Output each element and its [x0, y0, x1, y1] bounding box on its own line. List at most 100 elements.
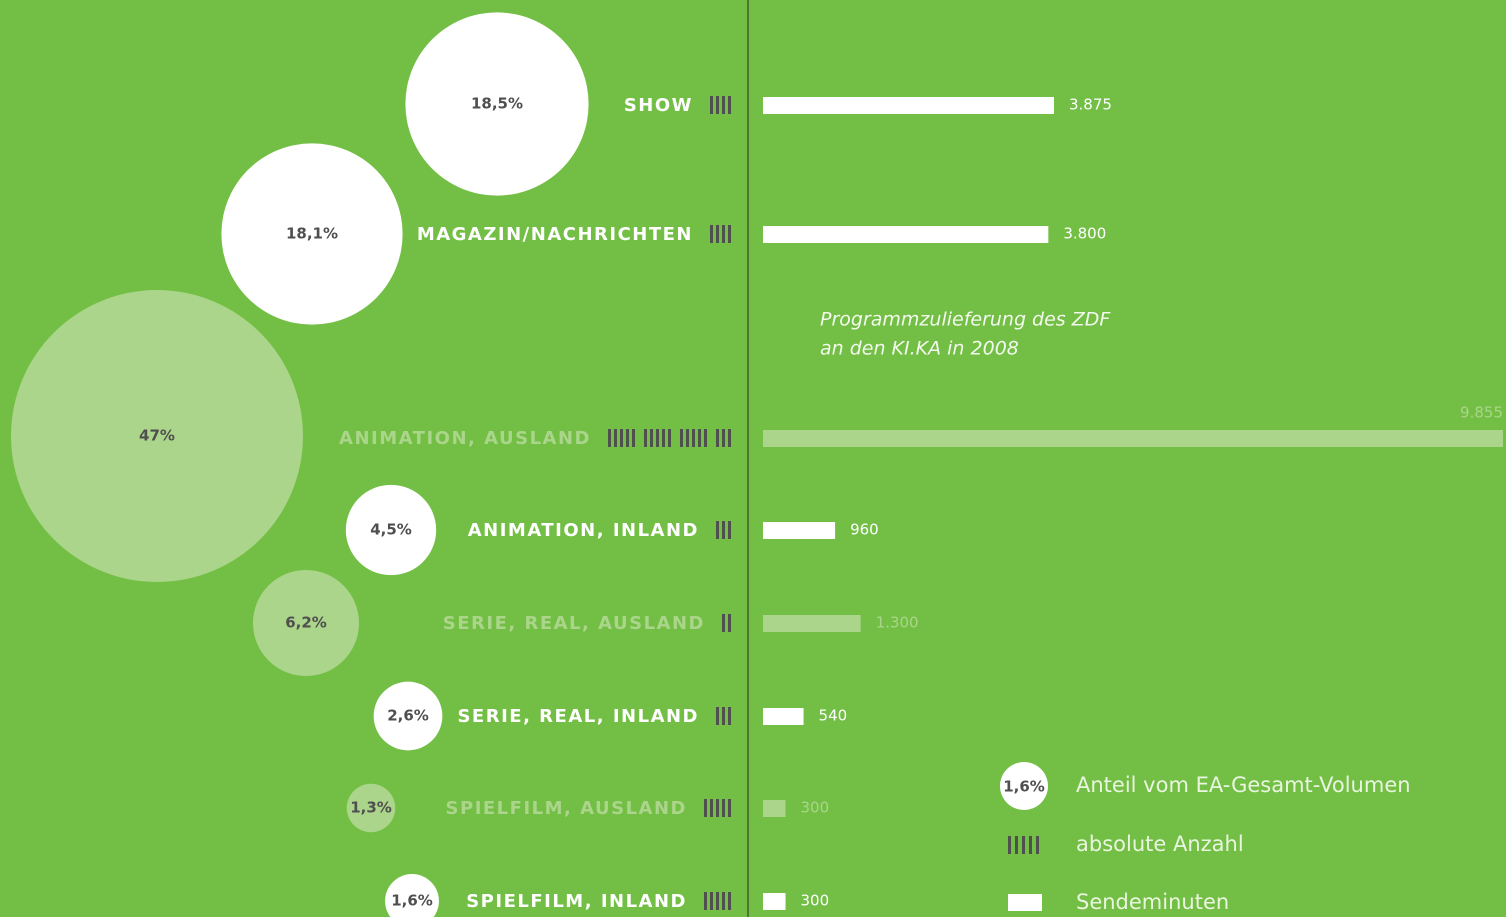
category-label: SHOW — [624, 95, 693, 116]
value-label: 9.855 — [1460, 404, 1503, 422]
category-label: SERIE, REAL, INLAND — [457, 706, 699, 727]
tally — [716, 521, 731, 539]
bubble-label: 2,6% — [387, 707, 429, 725]
tally-line — [722, 799, 725, 817]
tally-line — [692, 429, 695, 447]
tally-line — [716, 429, 719, 447]
tally-line — [650, 429, 653, 447]
tally-line — [1015, 836, 1018, 854]
bar — [763, 893, 786, 910]
tally-line — [614, 429, 617, 447]
tally-line — [728, 225, 731, 243]
tally — [716, 707, 731, 725]
tally-line — [716, 225, 719, 243]
bar — [763, 615, 861, 632]
value-label: 540 — [819, 707, 848, 725]
value-label: 300 — [801, 892, 830, 910]
tally-line — [710, 225, 713, 243]
tally-line — [1022, 836, 1025, 854]
legend-bubble-label: 1,6% — [1003, 778, 1045, 796]
tally-line — [716, 96, 719, 114]
tally-line — [686, 429, 689, 447]
tally-line — [1008, 836, 1011, 854]
bubble — [221, 143, 403, 325]
tally — [710, 96, 731, 114]
legend-label: Anteil vom EA-Gesamt-Volumen — [1076, 773, 1411, 797]
tally-line — [722, 892, 725, 910]
category-label: ANIMATION, INLAND — [468, 520, 699, 541]
tally-line — [710, 892, 713, 910]
bubble-label: 18,5% — [471, 95, 523, 113]
tally-line — [704, 429, 707, 447]
bubble-label: 47% — [139, 427, 175, 445]
tally-line — [632, 429, 635, 447]
tally — [608, 429, 731, 447]
tally-line — [728, 799, 731, 817]
bar — [763, 226, 1049, 243]
category-label: SPIELFILM, AUSLAND — [446, 798, 687, 819]
tally-line — [710, 799, 713, 817]
bubble — [252, 569, 360, 677]
tally-line — [728, 96, 731, 114]
bar — [763, 430, 1503, 447]
bubble-label: 6,2% — [285, 614, 327, 632]
tally-line — [722, 225, 725, 243]
tally — [710, 225, 731, 243]
tally-line — [656, 429, 659, 447]
tally-line — [698, 429, 701, 447]
tally-line — [704, 799, 707, 817]
tally-line — [620, 429, 623, 447]
tally-line — [716, 799, 719, 817]
value-label: 960 — [850, 521, 879, 539]
tally-line — [668, 429, 671, 447]
tally-line — [722, 614, 725, 632]
bubble-label: 1,3% — [350, 799, 392, 817]
bar — [763, 97, 1054, 114]
tally-line — [1029, 836, 1032, 854]
bubble-label: 18,1% — [286, 225, 338, 243]
annotation: Programmzulieferung des ZDF — [820, 309, 1111, 331]
category-label: ANIMATION, AUSLAND — [339, 428, 591, 449]
tally-line — [680, 429, 683, 447]
tally — [704, 892, 731, 910]
value-label: 3.800 — [1063, 225, 1106, 243]
tally-line — [710, 96, 713, 114]
tally-line — [716, 892, 719, 910]
tally-line — [1036, 836, 1039, 854]
category-label: SPIELFILM, INLAND — [466, 891, 687, 912]
bar — [763, 708, 804, 725]
bar — [763, 522, 836, 539]
tally-line — [722, 96, 725, 114]
tally-line — [722, 707, 725, 725]
annotation: an den KI.KA in 2008 — [820, 338, 1019, 360]
legend-label: absolute Anzahl — [1076, 832, 1244, 856]
tally — [722, 614, 731, 632]
tally-line — [644, 429, 647, 447]
bubble — [373, 681, 443, 751]
bubble-label: 4,5% — [370, 521, 412, 539]
tally-line — [728, 521, 731, 539]
bubble-label: 1,6% — [391, 892, 433, 910]
tally — [704, 799, 731, 817]
tally-line — [722, 521, 725, 539]
legend-bubble — [1000, 762, 1048, 810]
tally-line — [728, 614, 731, 632]
bubble — [405, 12, 589, 196]
bubble — [385, 874, 439, 917]
bubble — [346, 783, 396, 833]
value-label: 1.300 — [876, 614, 919, 632]
tally-line — [728, 707, 731, 725]
bubble — [11, 290, 303, 582]
bar — [763, 800, 786, 817]
legend-tally — [1008, 836, 1039, 854]
tally-line — [722, 429, 725, 447]
tally-line — [626, 429, 629, 447]
tally-line — [608, 429, 611, 447]
tally-line — [662, 429, 665, 447]
legend-bar — [1008, 894, 1042, 911]
tally-line — [716, 707, 719, 725]
value-label: 300 — [801, 799, 830, 817]
category-label: SERIE, REAL, AUSLAND — [443, 613, 705, 634]
tally-line — [728, 429, 731, 447]
